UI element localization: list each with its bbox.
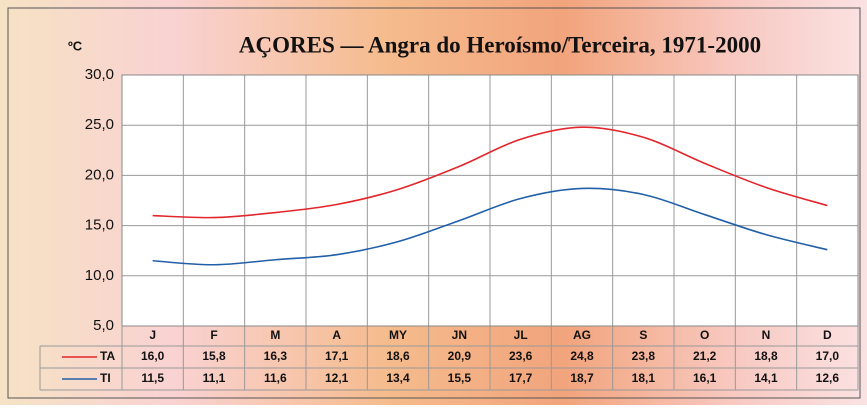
y-tick-label: 20,0 <box>85 166 114 183</box>
table-value: 17,7 <box>509 371 533 385</box>
y-tick-label: 15,0 <box>85 217 114 234</box>
table-value: 18,6 <box>386 349 410 363</box>
table-value: 12,6 <box>816 371 840 385</box>
x-tick-label: JL <box>514 328 528 342</box>
x-tick-label: JN <box>452 328 467 342</box>
x-tick-label: A <box>332 328 341 342</box>
frame <box>7 7 861 399</box>
legend-label: TI <box>100 371 111 385</box>
table-value: 11,5 <box>141 371 164 385</box>
x-tick-label: AG <box>573 328 591 342</box>
table-value: 18,1 <box>632 371 656 385</box>
y-tick-label: 10,0 <box>85 267 114 284</box>
table-value: 16,1 <box>693 371 717 385</box>
line-series <box>152 126 828 219</box>
table-value: 11,1 <box>203 371 226 385</box>
x-tick-label: O <box>700 328 709 342</box>
y-tick-label: 25,0 <box>85 116 114 133</box>
legend-label: TA <box>100 349 115 363</box>
line-series <box>152 187 828 266</box>
table-value: 17,0 <box>816 349 840 363</box>
table-value: 20,9 <box>448 349 472 363</box>
table-value: 24,8 <box>570 349 594 363</box>
y-tick-label: 30,0 <box>85 66 114 83</box>
table-value: 17,1 <box>325 349 349 363</box>
y-tick-label: 5,0 <box>93 317 114 334</box>
table-value: 11,6 <box>264 371 287 385</box>
x-tick-label: S <box>639 328 647 342</box>
table-value: 18,8 <box>754 349 778 363</box>
plot-border <box>121 74 859 327</box>
chart-title: AÇORES — Angra do Heroísmo/Terceira, 197… <box>239 32 761 57</box>
x-tick-label: M <box>270 328 280 342</box>
x-tick-label: MY <box>389 328 407 342</box>
y-axis-label: ºC <box>68 38 83 53</box>
table-value: 23,6 <box>509 349 533 363</box>
x-tick-label: D <box>823 328 832 342</box>
table-value: 12,1 <box>325 371 349 385</box>
table-value: 23,8 <box>632 349 656 363</box>
table-value: 14,1 <box>754 371 778 385</box>
table-value: 13,4 <box>386 371 410 385</box>
x-tick-label: N <box>762 328 771 342</box>
table-value: 18,7 <box>570 371 594 385</box>
table-value: 15,5 <box>448 371 472 385</box>
table-value: 15,8 <box>202 349 226 363</box>
table-value: 16,0 <box>141 349 165 363</box>
table-value: 16,3 <box>264 349 288 363</box>
x-tick-label: F <box>210 328 217 342</box>
table-value: 21,2 <box>693 349 717 363</box>
x-tick-label: J <box>149 328 156 342</box>
